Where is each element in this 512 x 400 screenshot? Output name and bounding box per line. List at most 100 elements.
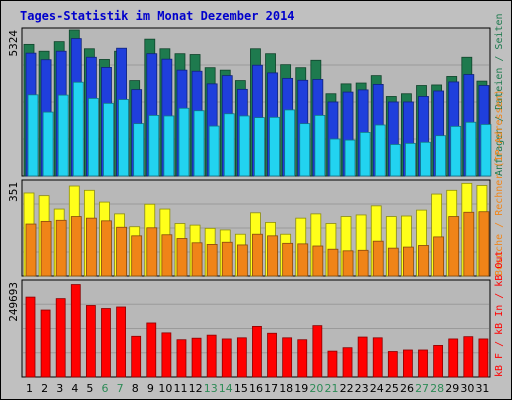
bar-traffic-kb_f-25: [387, 351, 398, 378]
bar-traffic-kb_f-26: [403, 349, 413, 378]
xtick-day-5: 5: [86, 382, 93, 395]
bar-visitors-sites-19: [297, 243, 309, 277]
bar-visitors-sites-20: [312, 245, 324, 277]
bar-visitors-sites-18: [282, 242, 294, 277]
right-label-requests: Anfragen / Dateien / Seiten: [494, 13, 505, 176]
bar-requests-pages-4: [72, 81, 84, 177]
bar-requests-pages-21: [329, 138, 341, 177]
bar-traffic-kb_f-11: [176, 339, 187, 378]
xtick-day-11: 11: [174, 382, 188, 395]
xtick-day-13: 13: [204, 382, 218, 395]
xtick-day-9: 9: [147, 382, 154, 395]
bar-traffic-kb_f-7: [116, 306, 126, 378]
bar-traffic-kb_f-24: [372, 337, 383, 378]
xtick-day-10: 10: [158, 382, 172, 395]
bar-traffic-kb_f-31: [478, 338, 489, 378]
bar-traffic-kb_f-21: [327, 350, 338, 378]
bar-requests-pages-19: [299, 123, 311, 177]
xtick-day-1: 1: [26, 382, 33, 395]
bar-requests-pages-3: [57, 94, 69, 177]
bar-traffic-kb_f-19: [297, 339, 308, 378]
bar-requests-pages-29: [450, 125, 462, 177]
bar-traffic-kb_f-22: [342, 347, 353, 378]
xtick-day-3: 3: [56, 382, 63, 395]
panel-traffic: 249693 kB F / kB In / kB Out: [7, 251, 505, 378]
bar-requests-pages-27: [420, 141, 431, 177]
panel-requests: 5324 Anfragen / Dateien / Seiten: [7, 13, 505, 177]
right-label-traffic: kB F / kB In / kB Out: [494, 251, 505, 377]
xtick-day-7: 7: [117, 382, 124, 395]
bar-requests-pages-13: [208, 125, 220, 177]
xtick-day-28: 28: [430, 382, 444, 395]
bar-traffic-kb_f-15: [236, 337, 247, 378]
bar-requests-pages-20: [314, 114, 326, 177]
bar-visitors-sites-1: [25, 223, 37, 277]
xtick-day-22: 22: [340, 382, 354, 395]
bar-traffic-kb_f-8: [131, 335, 142, 378]
bar-visitors-sites-22: [342, 250, 354, 277]
xtick-day-6: 6: [102, 382, 109, 395]
bar-visitors-sites-11: [176, 238, 188, 277]
bar-requests-pages-12: [193, 110, 205, 177]
bar-traffic-kb_f-13: [206, 334, 217, 378]
bar-visitors-sites-23: [357, 249, 369, 277]
bar-visitors-sites-6: [101, 220, 112, 277]
bar-visitors-sites-3: [55, 219, 67, 277]
bar-visitors-sites-7: [116, 226, 127, 277]
bar-requests-pages-26: [405, 142, 416, 177]
xtick-day-14: 14: [219, 382, 233, 395]
bar-visitors-sites-16: [252, 233, 263, 277]
bar-requests-pages-9: [148, 114, 160, 177]
chart-title: Tages-Statistik im Monat Dezember 2014: [20, 9, 295, 23]
xtick-day-27: 27: [415, 382, 429, 395]
bar-traffic-kb_f-4: [70, 284, 81, 378]
xtick-day-16: 16: [249, 382, 263, 395]
bar-requests-pages-1: [27, 94, 39, 177]
bar-visitors-sites-12: [191, 242, 203, 277]
bar-visitors-sites-13: [206, 243, 218, 277]
bar-traffic-kb_f-6: [101, 308, 111, 378]
xtick-day-17: 17: [264, 382, 278, 395]
bar-requests-pages-31: [480, 124, 492, 177]
bar-visitors-sites-26: [403, 246, 414, 277]
xtick-day-31: 31: [475, 382, 489, 395]
bar-traffic-kb_f-5: [85, 305, 96, 378]
xtick-day-20: 20: [309, 382, 323, 395]
xtick-day-19: 19: [294, 382, 308, 395]
bar-visitors-sites-28: [433, 236, 445, 277]
bar-traffic-kb_f-12: [191, 337, 202, 378]
xtick-day-12: 12: [189, 382, 203, 395]
right-label-visitors: Besuche / Rechner (IP-Adressen): [494, 89, 505, 276]
bar-traffic-kb_f-28: [433, 345, 444, 378]
bar-traffic-kb_f-27: [418, 349, 428, 378]
bar-traffic-kb_f-9: [146, 322, 157, 378]
bar-visitors-sites-29: [448, 216, 460, 277]
panel-visitors: 351 Besuche / Rechner (IP-Adressen): [7, 89, 505, 277]
bar-traffic-kb_f-10: [161, 332, 172, 378]
bar-requests-pages-16: [254, 117, 265, 177]
bar-visitors-sites-10: [161, 234, 173, 277]
bar-requests-pages-28: [435, 135, 447, 177]
bar-requests-pages-7: [118, 99, 129, 177]
bar-requests-pages-30: [465, 121, 477, 177]
bar-visitors-sites-9: [146, 227, 158, 277]
bar-traffic-kb_f-14: [221, 338, 232, 378]
bar-requests-pages-23: [359, 131, 371, 177]
bar-visitors-sites-14: [221, 241, 233, 277]
bar-traffic-kb_f-23: [357, 336, 368, 378]
xtick-day-26: 26: [400, 382, 414, 395]
bar-requests-pages-8: [133, 123, 145, 177]
bar-requests-pages-15: [238, 115, 250, 177]
bar-requests-pages-5: [87, 97, 99, 177]
xtick-day-29: 29: [445, 382, 459, 395]
bar-requests-pages-18: [284, 109, 296, 177]
bar-traffic-kb_f-1: [25, 296, 36, 378]
bar-visitors-sites-4: [70, 216, 82, 277]
bar-visitors-sites-27: [418, 245, 429, 277]
ytick-max-requests: 5324: [7, 30, 20, 57]
bar-visitors-sites-21: [327, 248, 339, 277]
bar-traffic-kb_f-16: [252, 325, 262, 378]
bar-visitors-sites-31: [478, 211, 490, 277]
